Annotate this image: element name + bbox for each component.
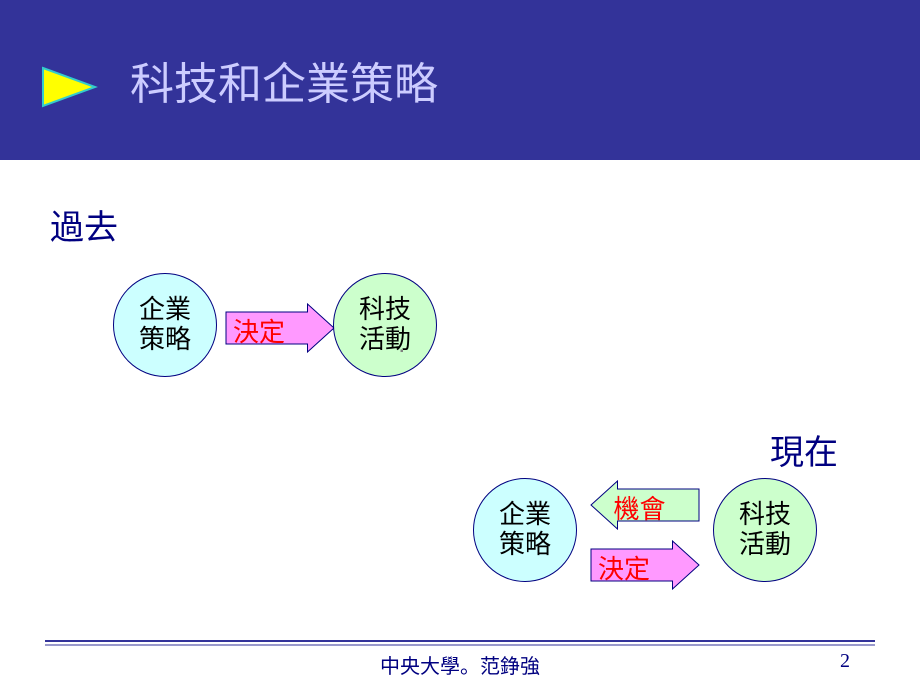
slide-footer: 中央大學。范錚強 2	[0, 635, 920, 690]
node-text-line1: 科技	[739, 500, 791, 530]
node-text-line2: 策略	[499, 530, 551, 560]
now-node-enterprise: 企業 策略	[473, 478, 577, 582]
now-arrow-bottom-label: 決定	[598, 549, 650, 586]
decorative-dot: ▪	[400, 346, 404, 357]
past-arrow-label: 決定	[233, 312, 285, 349]
bullet-triangle-icon	[40, 65, 100, 114]
slide-title: 科技和企業策略	[130, 48, 438, 112]
node-text-line1: 企業	[139, 295, 191, 325]
now-arrow-top-label: 機會	[614, 489, 666, 526]
footer-author: 中央大學。范錚強	[0, 650, 920, 679]
node-text-line2: 活動	[739, 530, 791, 560]
footer-page-number: 2	[840, 650, 850, 673]
slide-header: 科技和企業策略	[0, 0, 920, 160]
node-text-line2: 策略	[139, 325, 191, 355]
past-node-tech: 科技 活動	[333, 273, 437, 377]
past-section-label: 過去	[50, 200, 118, 249]
node-text-line1: 科技	[359, 295, 411, 325]
slide-content: 過去 企業 策略 決定 科技 活動 ▪ 現在 企業 策略 機會 決定 科技 活動	[0, 160, 920, 635]
past-node-enterprise: 企業 策略	[113, 273, 217, 377]
node-text-line1: 企業	[499, 500, 551, 530]
now-node-tech: 科技 活動	[713, 478, 817, 582]
now-section-label: 現在	[770, 425, 838, 474]
